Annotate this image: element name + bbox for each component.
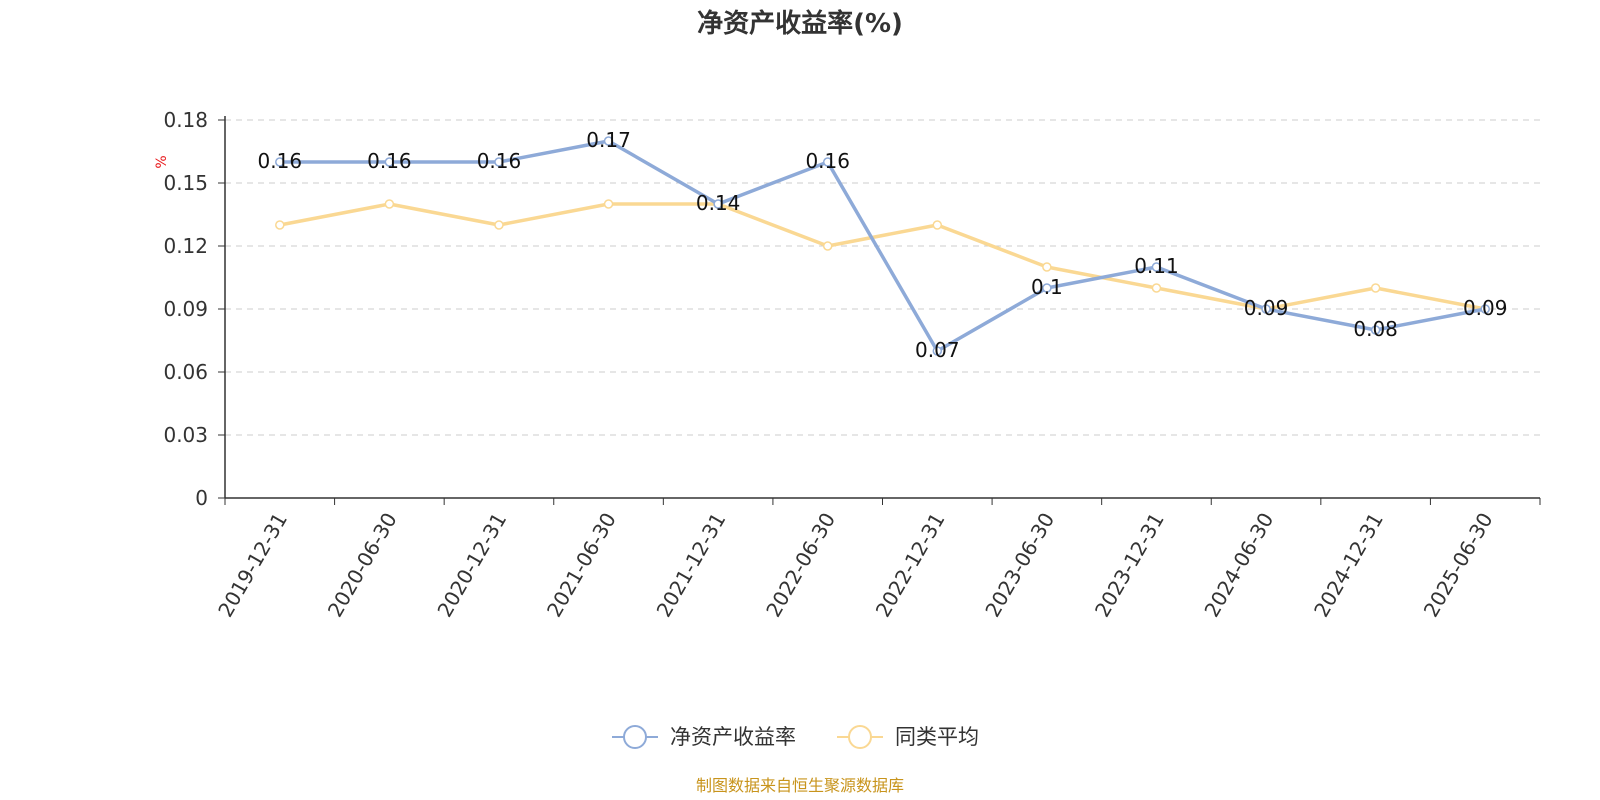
x-tick-label: 2024-06-30 xyxy=(1199,509,1278,622)
legend-item-peer-average[interactable]: 同类平均 xyxy=(837,725,979,749)
series-point-0 xyxy=(384,157,395,167)
data-label: 0.09 xyxy=(1244,296,1289,320)
x-tick-label: 2021-12-31 xyxy=(652,509,731,622)
series-point-1 xyxy=(822,241,833,251)
axes xyxy=(218,116,1541,505)
y-tick-label: 0 xyxy=(195,486,208,510)
x-tick-label: 2022-06-30 xyxy=(761,509,840,622)
y-tick-label: 0.12 xyxy=(163,234,208,258)
x-tick-label: 2024-12-31 xyxy=(1309,509,1388,622)
data-label: 0.16 xyxy=(258,149,303,173)
chart-title: 净资产收益率(%) xyxy=(697,8,903,39)
data-label: 0.11 xyxy=(1134,254,1179,278)
x-tick-label: 2023-12-31 xyxy=(1090,509,1169,622)
data-label: 0.07 xyxy=(915,338,960,362)
data-label: 0.08 xyxy=(1353,317,1398,341)
x-tick-label: 2019-12-31 xyxy=(213,509,292,622)
data-label: 0.14 xyxy=(696,191,741,215)
series-point-1 xyxy=(1370,283,1381,293)
series-point-0 xyxy=(494,157,504,167)
series-point-0 xyxy=(822,157,833,167)
x-tick-label: 2020-06-30 xyxy=(323,509,402,622)
series-point-1 xyxy=(603,199,614,209)
series-point-0 xyxy=(275,157,285,167)
legend: 净资产收益率 同类平均 xyxy=(612,725,979,749)
legend-peer-label: 同类平均 xyxy=(895,725,979,749)
series-point-1 xyxy=(494,220,504,230)
legend-peer-marker-icon xyxy=(848,725,872,749)
y-tick-label: 0.06 xyxy=(163,360,208,384)
series-point-0 xyxy=(603,136,614,146)
y-tick-label: 0.15 xyxy=(163,171,208,195)
x-tick-label: 2021-06-30 xyxy=(542,509,621,622)
x-tick-label: 2020-12-31 xyxy=(432,509,511,622)
data-label: 0.16 xyxy=(805,149,850,173)
source-note: 制图数据来自恒生聚源数据库 xyxy=(696,776,904,795)
data-label: 0.16 xyxy=(477,149,522,173)
y-tick-label: 0.09 xyxy=(163,297,208,321)
data-label: 0.16 xyxy=(367,149,412,173)
legend-item-roe[interactable]: 净资产收益率 xyxy=(612,725,796,749)
x-tick-label: 2025-06-30 xyxy=(1419,509,1498,622)
x-tick-label: 2023-06-30 xyxy=(980,509,1059,622)
series-point-0 xyxy=(932,346,943,356)
series-point-0 xyxy=(1261,304,1271,314)
series-point-1 xyxy=(275,220,285,230)
series-point-0 xyxy=(1151,262,1162,272)
y-tick-label: 0.03 xyxy=(163,423,208,447)
grid-lines xyxy=(225,119,1540,436)
legend-roe-label: 净资产收益率 xyxy=(670,725,796,749)
legend-roe-marker-icon xyxy=(623,725,647,749)
series-point-1 xyxy=(1151,283,1162,293)
series-point-0 xyxy=(1480,304,1490,314)
series-line-0 xyxy=(279,139,1486,353)
y-axis-unit-label: % xyxy=(154,155,170,168)
series-point-0 xyxy=(1370,325,1381,335)
x-axis-ticks: 2019-12-31 2020-06-30 2020-12-31 2021-06-30… xyxy=(213,509,1497,622)
series-point-0 xyxy=(713,199,723,209)
series-lines xyxy=(275,136,1490,356)
series-point-0 xyxy=(1042,283,1052,293)
series-point-1 xyxy=(1042,262,1052,272)
data-label: 0.1 xyxy=(1031,275,1063,299)
series-point-1 xyxy=(384,199,395,209)
data-label: 0.09 xyxy=(1463,296,1508,320)
data-label: 0.17 xyxy=(586,128,631,152)
series-point-1 xyxy=(932,220,943,230)
data-labels: 0.16 0.16 0.16 0.17 0.14 0.16 0.07 0.1 0.11 0.09 0… xyxy=(258,128,1508,362)
series-line-1 xyxy=(279,202,1486,311)
x-tick-label: 2022-12-31 xyxy=(871,509,950,622)
y-tick-label: 0.18 xyxy=(163,108,208,132)
y-axis-ticks: 0 0.03 0.06 0.09 0.12 0.15 0.18 xyxy=(163,108,208,510)
